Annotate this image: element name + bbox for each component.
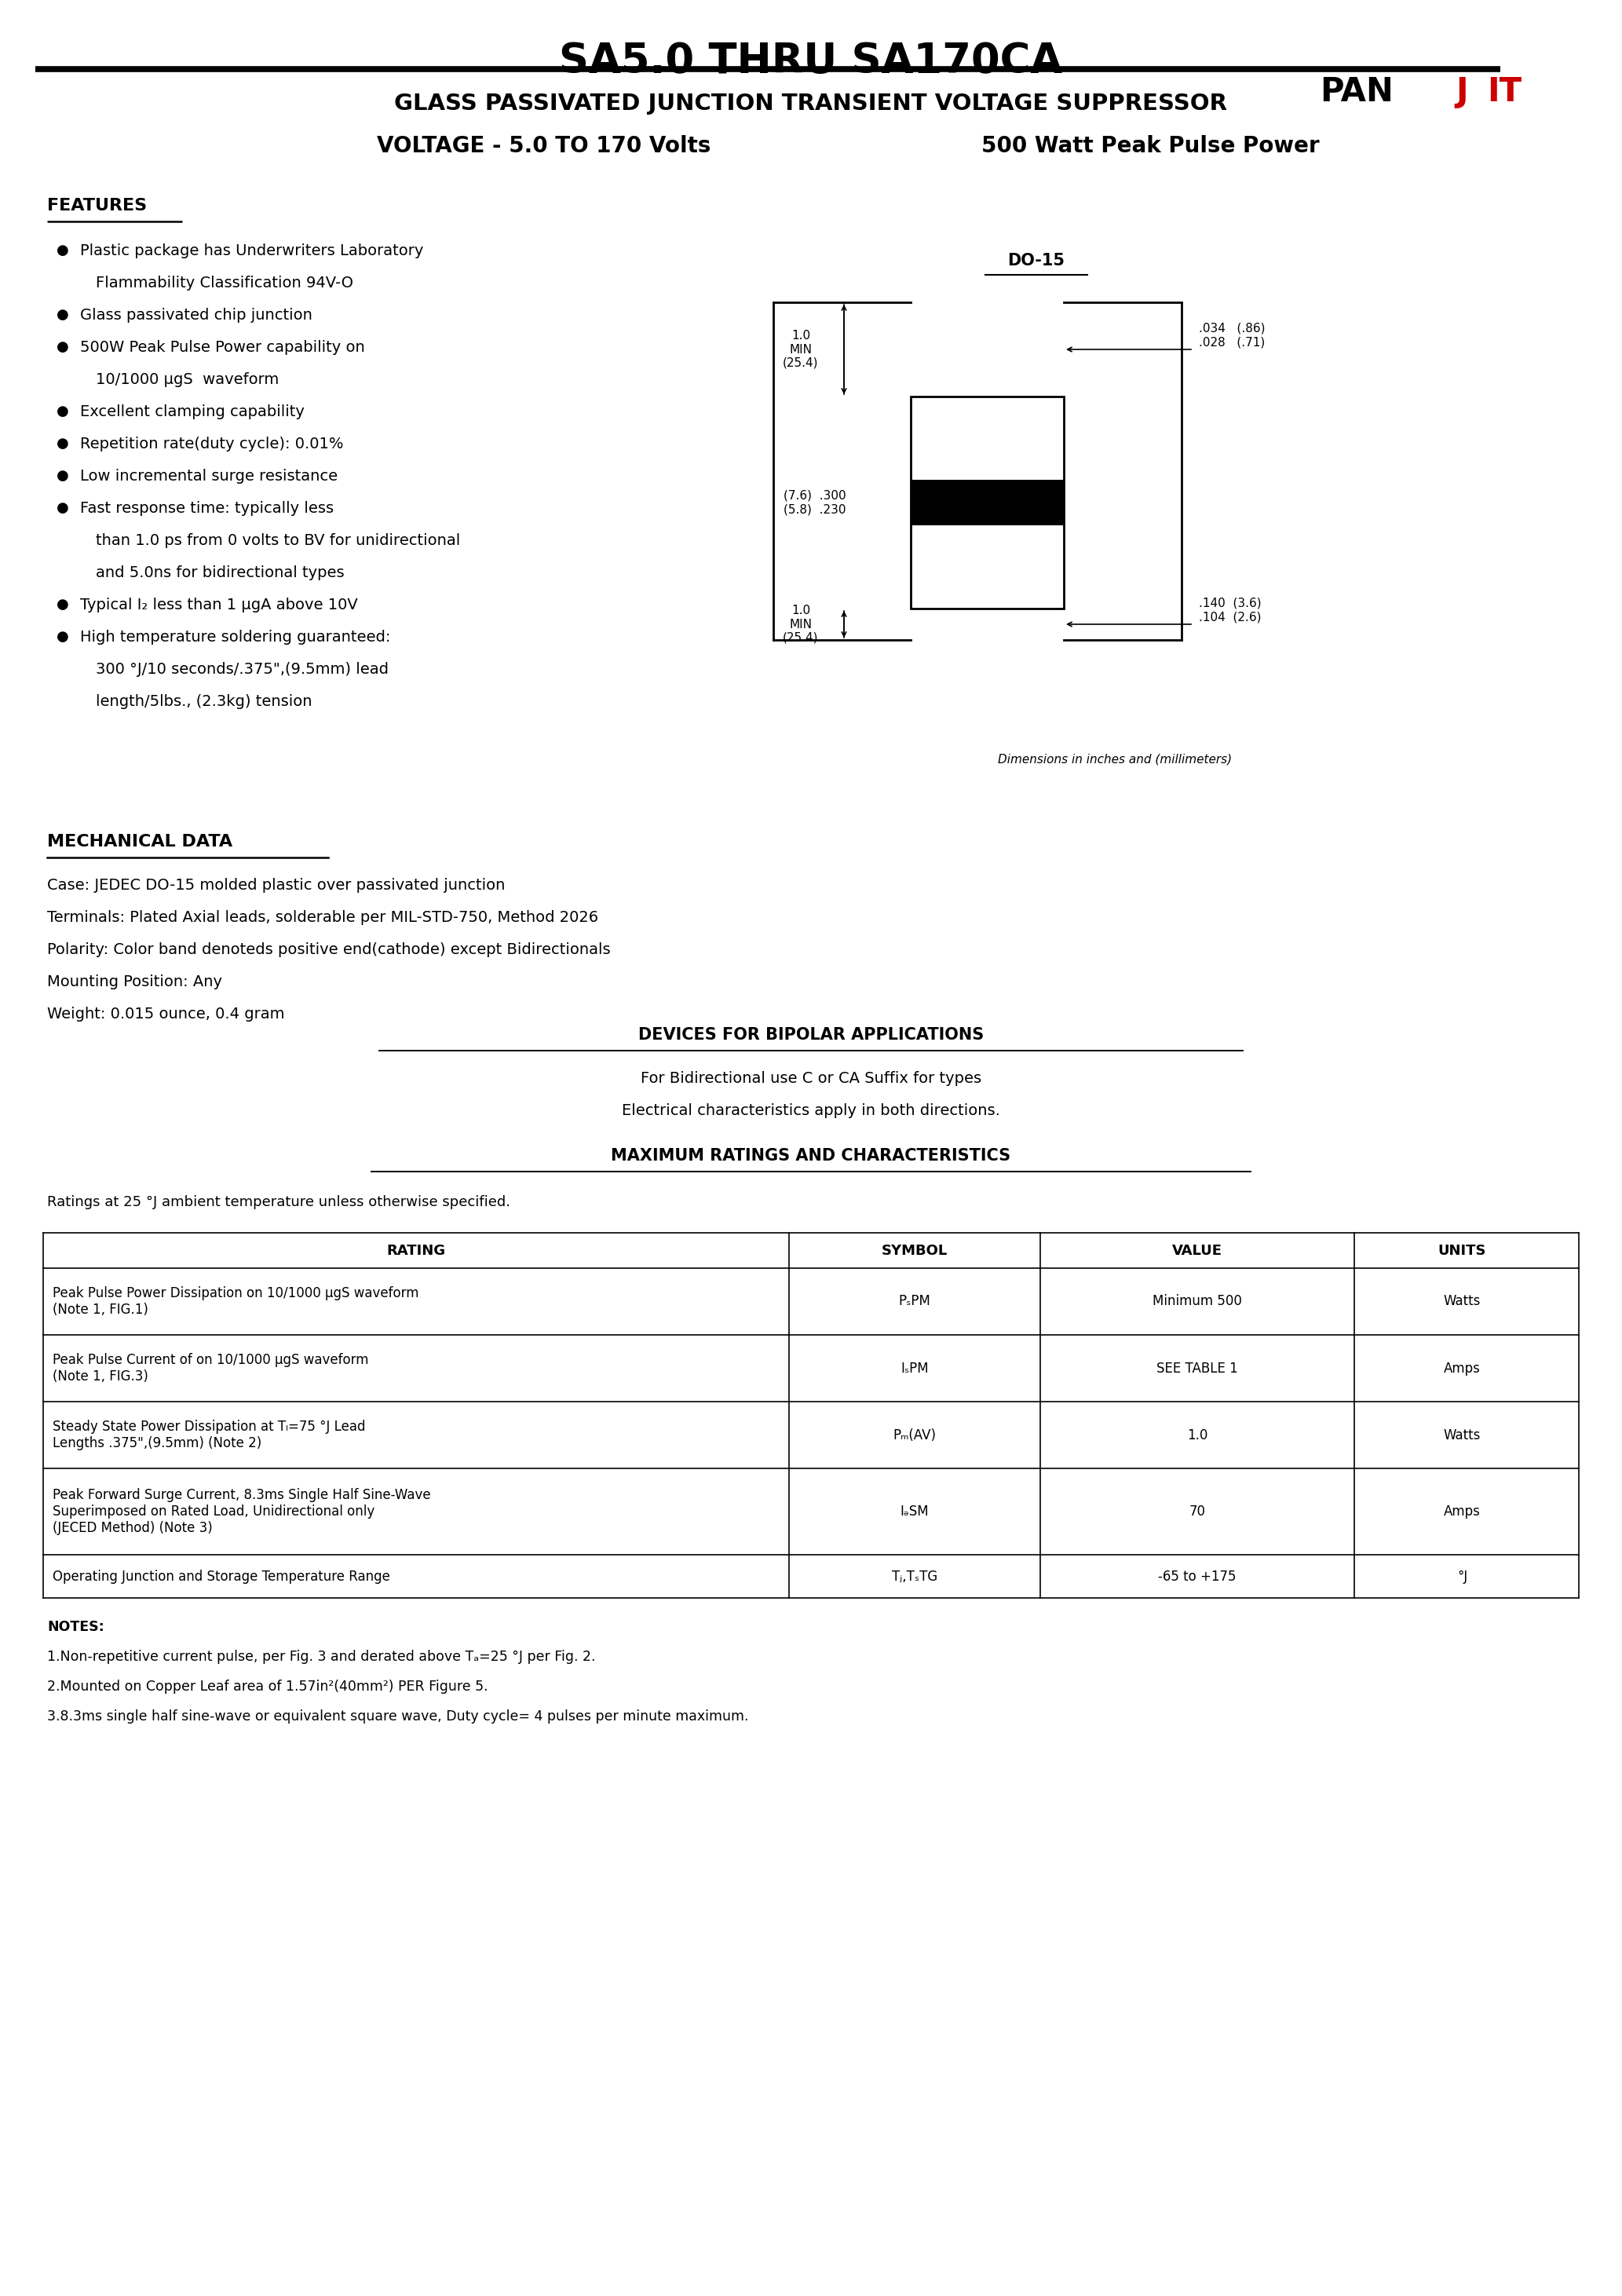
Text: FEATURES: FEATURES [47, 197, 148, 214]
Text: UNITS: UNITS [1439, 1244, 1486, 1258]
Bar [910, 397, 1064, 608]
Text: 300 °J/10 seconds/.375",(9.5mm) lead: 300 °J/10 seconds/.375",(9.5mm) lead [96, 661, 389, 677]
Text: (7.6)  .300
(5.8)  .230: (7.6) .300 (5.8) .230 [783, 489, 847, 514]
Text: ●: ● [57, 468, 70, 482]
Text: 1.0
MIN
(25.4): 1.0 MIN (25.4) [783, 331, 819, 370]
Text: SEE TABLE 1: SEE TABLE 1 [1156, 1362, 1238, 1375]
Text: .034   (.86)
.028   (.71): .034 (.86) .028 (.71) [1199, 321, 1265, 349]
Text: Weight: 0.015 ounce, 0.4 gram: Weight: 0.015 ounce, 0.4 gram [47, 1006, 284, 1022]
Text: MAXIMUM RATINGS AND CHARACTERISTICS: MAXIMUM RATINGS AND CHARACTERISTICS [611, 1148, 1011, 1164]
Text: For Bidirectional use C or CA Suffix for types: For Bidirectional use C or CA Suffix for… [641, 1070, 981, 1086]
Text: SA5.0 THRU SA170CA: SA5.0 THRU SA170CA [560, 41, 1062, 83]
Text: High temperature soldering guaranteed:: High temperature soldering guaranteed: [79, 629, 391, 645]
Text: VOLTAGE - 5.0 TO 170 Volts: VOLTAGE - 5.0 TO 170 Volts [376, 135, 710, 156]
Text: Ratings at 25 °J ambient temperature unless otherwise specified.: Ratings at 25 °J ambient temperature unl… [47, 1196, 511, 1210]
Text: °J: °J [1457, 1568, 1468, 1584]
Text: Fast response time: typically less: Fast response time: typically less [79, 501, 334, 517]
Text: PₛPM: PₛPM [899, 1295, 931, 1309]
Text: VALUE: VALUE [1173, 1244, 1223, 1258]
Text: Watts: Watts [1444, 1295, 1481, 1309]
Text: 1.0
MIN
(25.4): 1.0 MIN (25.4) [783, 604, 819, 643]
Text: Repetition rate(duty cycle): 0.01%: Repetition rate(duty cycle): 0.01% [79, 436, 344, 452]
Text: ●: ● [57, 340, 70, 354]
Text: Amps: Amps [1444, 1504, 1481, 1518]
Text: RATING: RATING [386, 1244, 446, 1258]
Text: MECHANICAL DATA: MECHANICAL DATA [47, 833, 232, 850]
Text: Amps: Amps [1444, 1362, 1481, 1375]
Text: Excellent clamping capability: Excellent clamping capability [79, 404, 305, 420]
Text: 3.8.3ms single half sine-wave or equivalent square wave, Duty cycle= 4 pulses pe: 3.8.3ms single half sine-wave or equival… [47, 1711, 749, 1724]
Text: Peak Pulse Current of on 10/1000 µgS waveform
(Note 1, FIG.3): Peak Pulse Current of on 10/1000 µgS wav… [52, 1352, 368, 1384]
Text: IT: IT [1487, 76, 1521, 108]
Text: Glass passivated chip junction: Glass passivated chip junction [79, 308, 313, 324]
Text: IₛPM: IₛPM [900, 1362, 929, 1375]
Text: ●: ● [57, 501, 70, 514]
Text: length/5lbs., (2.3kg) tension: length/5lbs., (2.3kg) tension [96, 693, 311, 709]
Text: Flammability Classification 94V-O: Flammability Classification 94V-O [96, 276, 354, 292]
Text: Minimum 500: Minimum 500 [1153, 1295, 1242, 1309]
Text: Typical I₂ less than 1 µgA above 10V: Typical I₂ less than 1 µgA above 10V [79, 597, 358, 613]
Text: J: J [1455, 76, 1468, 108]
Text: Tⱼ,TₛTG: Tⱼ,TₛTG [892, 1568, 938, 1584]
Text: DEVICES FOR BIPOLAR APPLICATIONS: DEVICES FOR BIPOLAR APPLICATIONS [637, 1026, 985, 1042]
Text: ●: ● [57, 597, 70, 611]
Text: SYMBOL: SYMBOL [882, 1244, 947, 1258]
Text: PAN: PAN [1320, 76, 1393, 108]
Text: ●: ● [57, 629, 70, 643]
Text: 70: 70 [1189, 1504, 1205, 1518]
Text: Plastic package has Underwriters Laboratory: Plastic package has Underwriters Laborat… [79, 243, 423, 259]
Text: Polarity: Color band denoteds positive end(cathode) except Bidirectionals: Polarity: Color band denoteds positive e… [47, 941, 610, 957]
Text: GLASS PASSIVATED JUNCTION TRANSIENT VOLTAGE SUPPRESSOR: GLASS PASSIVATED JUNCTION TRANSIENT VOLT… [394, 92, 1228, 115]
Text: ●: ● [57, 243, 70, 257]
Text: 500 Watt Peak Pulse Power: 500 Watt Peak Pulse Power [981, 135, 1319, 156]
Text: Electrical characteristics apply in both directions.: Electrical characteristics apply in both… [621, 1104, 1001, 1118]
Text: Case: JEDEC DO-15 molded plastic over passivated junction: Case: JEDEC DO-15 molded plastic over pa… [47, 877, 504, 893]
Text: 1.0: 1.0 [1187, 1428, 1208, 1442]
Text: ●: ● [57, 308, 70, 321]
Text: -65 to +175: -65 to +175 [1158, 1568, 1236, 1584]
Text: Peak Forward Surge Current, 8.3ms Single Half Sine-Wave
Superimposed on Rated Lo: Peak Forward Surge Current, 8.3ms Single… [52, 1488, 431, 1536]
Text: 500W Peak Pulse Power capability on: 500W Peak Pulse Power capability on [79, 340, 365, 356]
Text: 1.Non-repetitive current pulse, per Fig. 3 and derated above Tₐ=25 °J per Fig. 2: 1.Non-repetitive current pulse, per Fig.… [47, 1651, 595, 1665]
Text: Steady State Power Dissipation at Tₗ=75 °J Lead
Lengths .375",(9.5mm) (Note 2): Steady State Power Dissipation at Tₗ=75 … [52, 1419, 365, 1451]
Text: ●: ● [57, 404, 70, 418]
Text: 2.Mounted on Copper Leaf area of 1.57in²(40mm²) PER Figure 5.: 2.Mounted on Copper Leaf area of 1.57in²… [47, 1681, 488, 1694]
Text: .140  (3.6)
.104  (2.6): .140 (3.6) .104 (2.6) [1199, 597, 1262, 622]
Bar [910, 480, 1064, 526]
Text: Watts: Watts [1444, 1428, 1481, 1442]
Text: Dimensions in inches and (millimeters): Dimensions in inches and (millimeters) [998, 753, 1231, 765]
Text: Operating Junction and Storage Temperature Range: Operating Junction and Storage Temperatu… [52, 1568, 391, 1584]
Text: Low incremental surge resistance: Low incremental surge resistance [79, 468, 337, 484]
Text: and 5.0ns for bidirectional types: and 5.0ns for bidirectional types [96, 565, 344, 581]
Text: IₔSM: IₔSM [900, 1504, 929, 1518]
Text: DO-15: DO-15 [1007, 253, 1066, 269]
Text: ●: ● [57, 436, 70, 450]
Text: Mounting Position: Any: Mounting Position: Any [47, 974, 222, 990]
Text: NOTES:: NOTES: [47, 1621, 104, 1635]
Text: Peak Pulse Power Dissipation on 10/1000 µgS waveform
(Note 1, FIG.1): Peak Pulse Power Dissipation on 10/1000 … [52, 1286, 418, 1316]
Text: Terminals: Plated Axial leads, solderable per MIL-STD-750, Method 2026: Terminals: Plated Axial leads, solderabl… [47, 909, 599, 925]
Text: 10/1000 µgS  waveform: 10/1000 µgS waveform [96, 372, 279, 388]
Text: than 1.0 ps from 0 volts to BV for unidirectional: than 1.0 ps from 0 volts to BV for unidi… [96, 533, 461, 549]
Text: Pₘ(AV): Pₘ(AV) [894, 1428, 936, 1442]
